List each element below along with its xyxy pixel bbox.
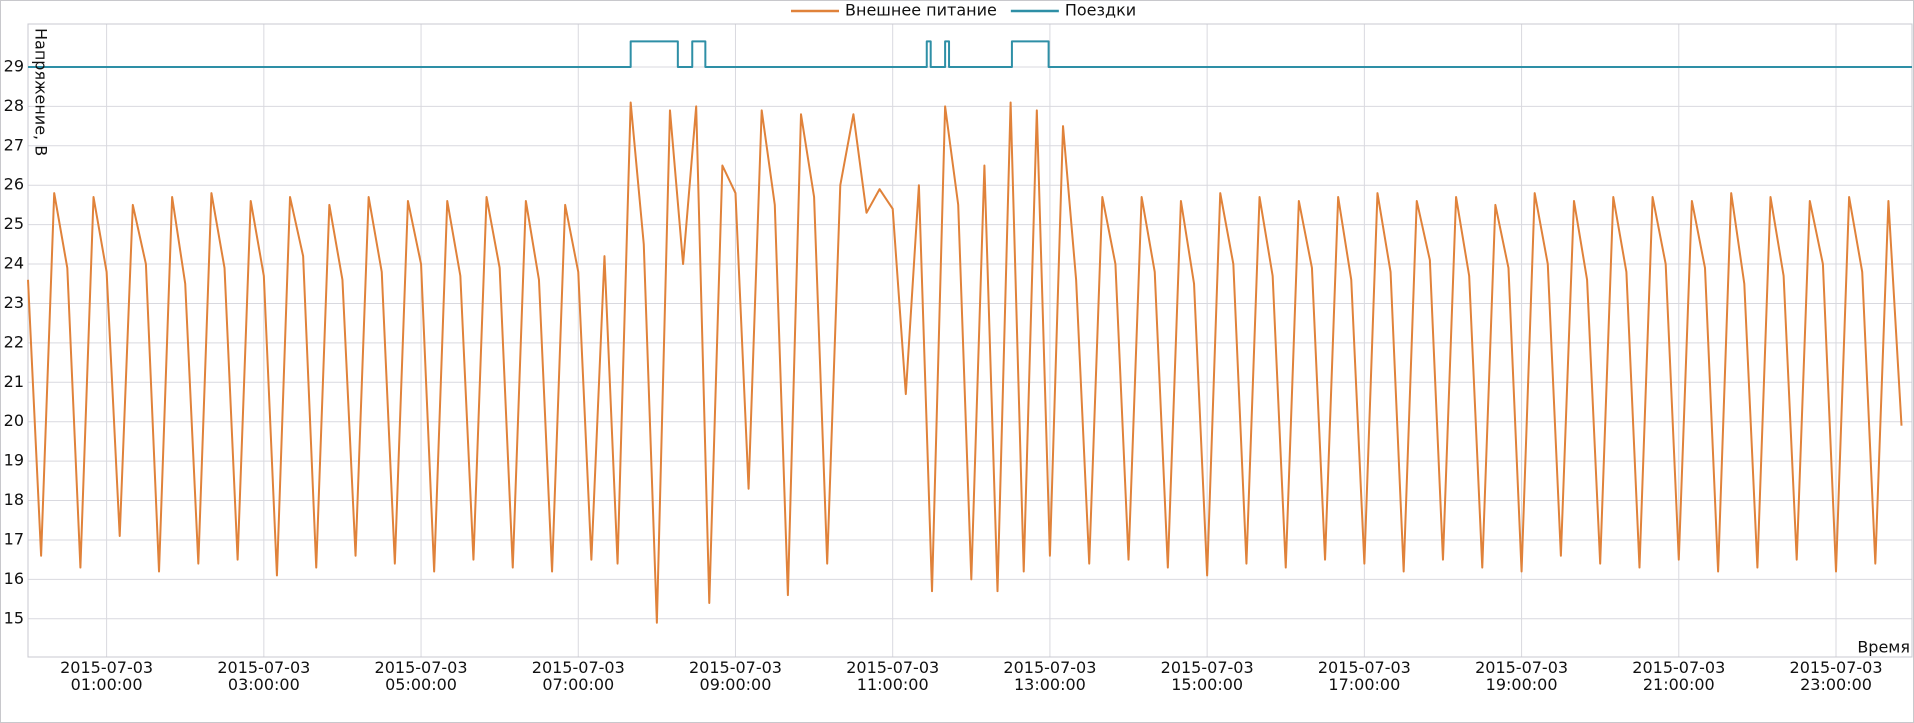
y-tick-label: 22: [4, 332, 24, 351]
legend-label: Внешнее питание: [845, 1, 997, 20]
marks: [27, 40, 1912, 624]
x-axis-label: Время: [1857, 638, 1910, 657]
y-tick-label: 25: [4, 214, 24, 233]
y-tick-label: 18: [4, 490, 24, 509]
x-tick-label: 2015-07-03 13:00:00: [1003, 658, 1096, 694]
x-tick-label: 2015-07-03 17:00:00: [1318, 658, 1411, 694]
x-tick-label: 2015-07-03 19:00:00: [1475, 658, 1568, 694]
y-tick-label: 26: [4, 175, 24, 194]
y-tick-label: 17: [4, 529, 24, 548]
legend: Внешнее питание Поездки: [791, 1, 1136, 20]
x-tick-label: 2015-07-03 05:00:00: [375, 658, 468, 694]
x-tick-label: 2015-07-03 01:00:00: [60, 658, 153, 694]
series-line: [27, 101, 1903, 624]
x-tick-label: 2015-07-03 21:00:00: [1632, 658, 1725, 694]
x-tick-label: 2015-07-03 09:00:00: [689, 658, 782, 694]
plot-border: [27, 23, 1913, 658]
y-tick-label: 23: [4, 293, 24, 312]
x-tick-label: 2015-07-03 03:00:00: [217, 658, 310, 694]
y-tick-label: 19: [4, 451, 24, 470]
y-tick-label: 21: [4, 372, 24, 391]
y-tick-label: 16: [4, 569, 24, 588]
x-tick-label: 2015-07-03 07:00:00: [532, 658, 625, 694]
x-tick-label: 2015-07-03 23:00:00: [1790, 658, 1883, 694]
series-line: [28, 40, 1912, 68]
y-tick-label: 27: [4, 135, 24, 154]
x-tick-label: 2015-07-03 11:00:00: [846, 658, 939, 694]
x-tick-label: 2015-07-03 15:00:00: [1161, 658, 1254, 694]
legend-label: Поездки: [1065, 1, 1136, 20]
y-tick-label: 15: [4, 608, 24, 627]
y-tick-label: 20: [4, 411, 24, 430]
y-tick-label: 29: [4, 56, 24, 75]
y-tick-label: 28: [4, 96, 24, 115]
y-axis-label: Напряжение, В: [32, 28, 51, 156]
y-tick-label: 24: [4, 254, 24, 273]
